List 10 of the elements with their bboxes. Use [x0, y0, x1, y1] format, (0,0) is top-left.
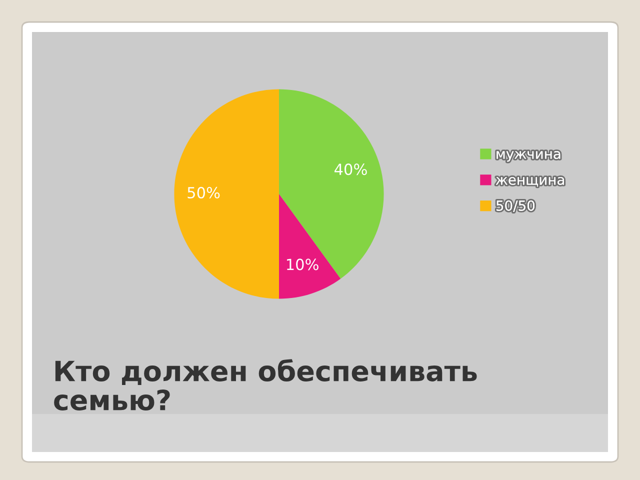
- pie-slice: [279, 194, 341, 299]
- text: Кто должен обеспечивать семью?: [54, 359, 477, 410]
- pie-slice: [279, 89, 384, 279]
- pie-slice: [174, 89, 279, 299]
- legend-label: мужчина: [496, 151, 560, 162]
- legend-label: женщина: [496, 176, 564, 187]
- data-label: 10%: [287, 258, 318, 270]
- data-label: 50%: [188, 186, 220, 198]
- data-label: 40%: [334, 164, 367, 176]
- legend-label: 50/50: [496, 200, 535, 212]
